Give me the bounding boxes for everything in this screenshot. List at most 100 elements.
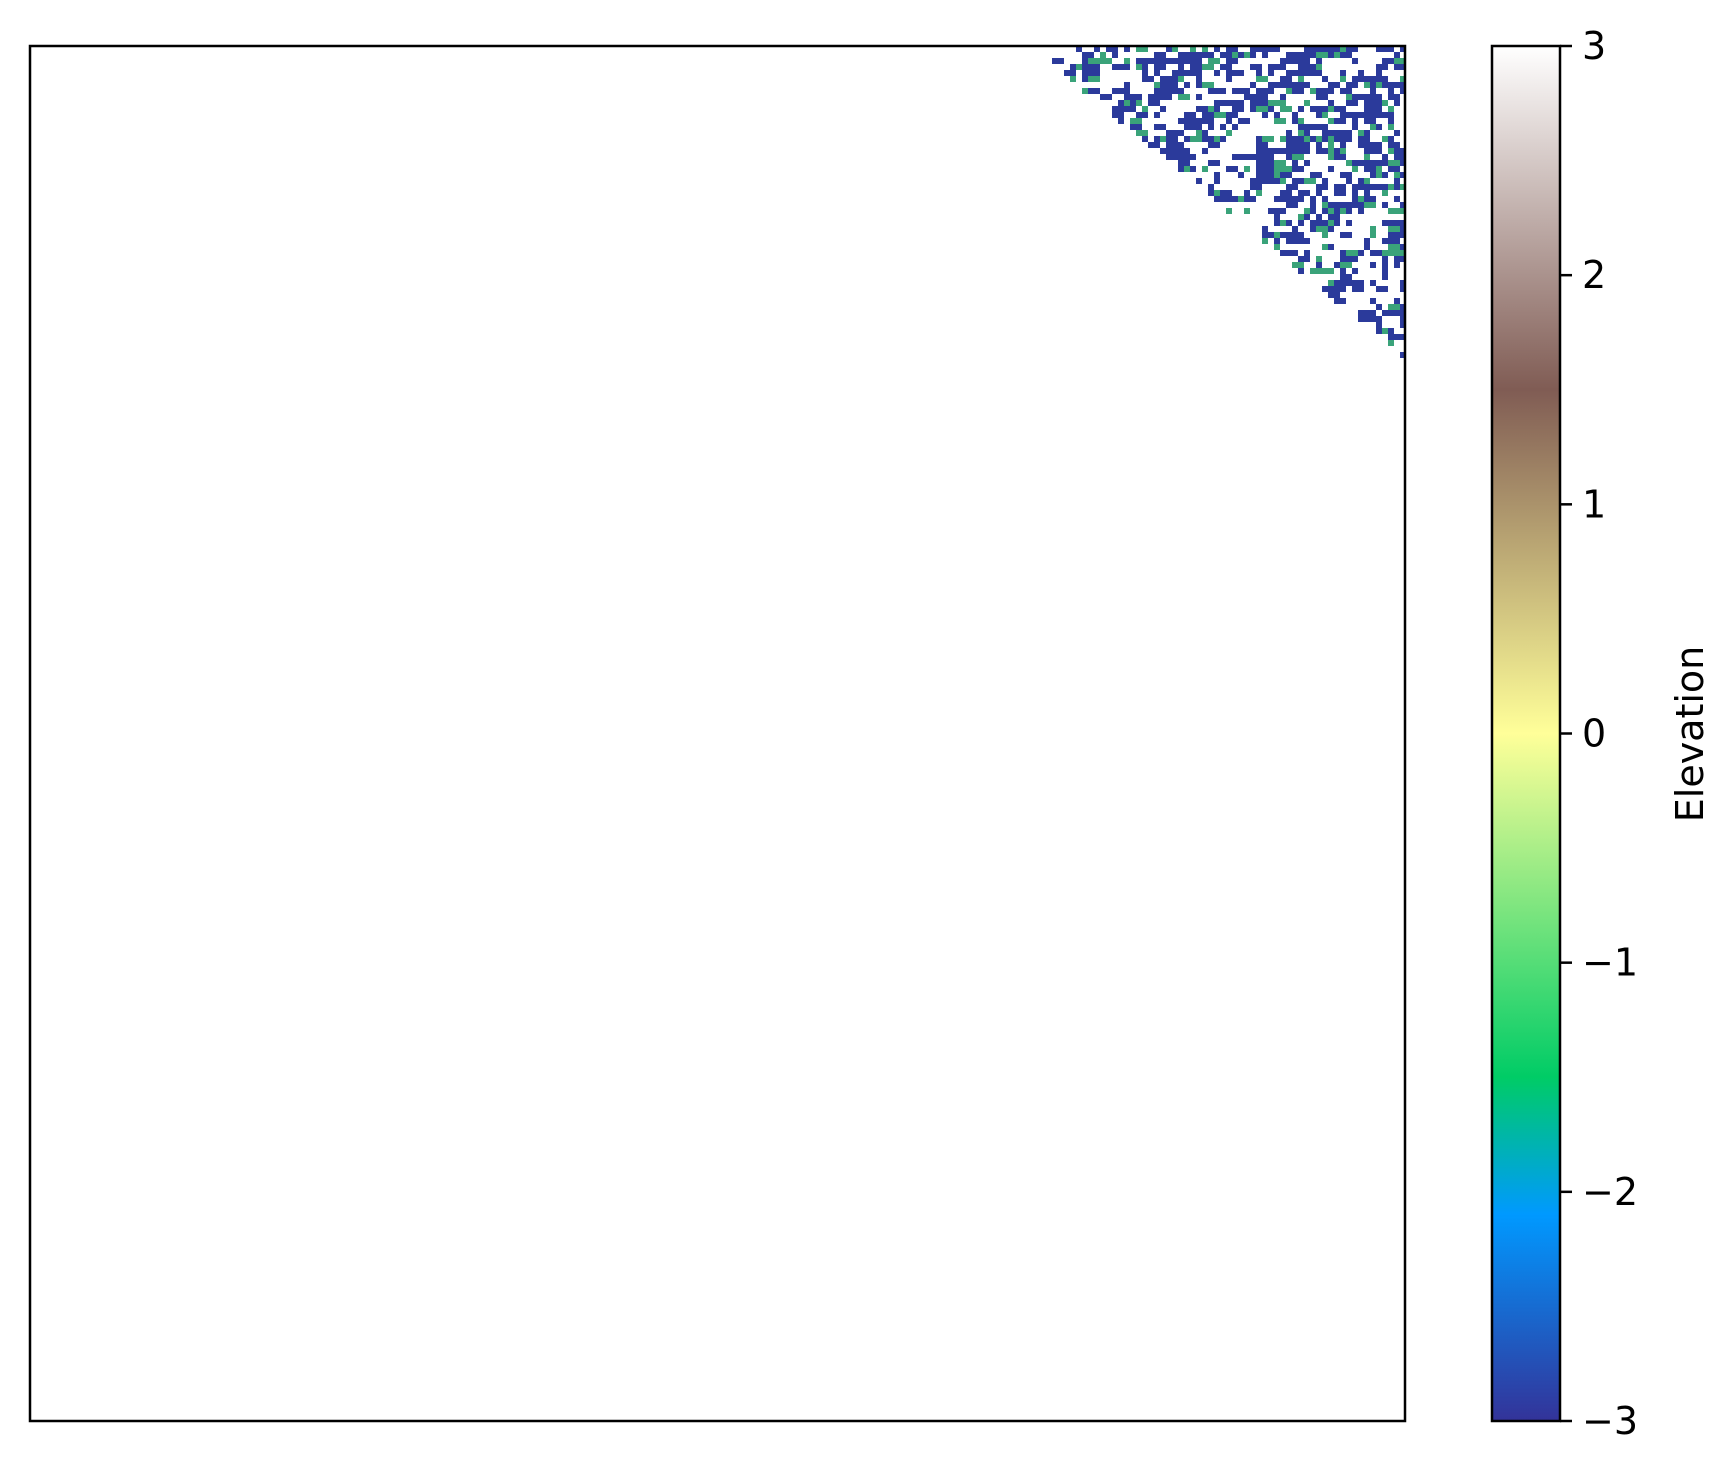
channel-cell [1400,160,1405,166]
channel-cell [1394,94,1400,100]
channel-cell [1382,46,1388,52]
channel-cell [1358,70,1364,76]
channel-cell [1196,94,1202,100]
channel-cell [1280,232,1292,238]
channel-cell [1100,52,1106,58]
channel-cell [1154,124,1160,130]
channel-cell [1136,130,1148,136]
channel-cell [1388,166,1394,172]
channel-cell [1376,70,1382,76]
channel-cell [1316,262,1322,268]
colorbar-label: Elevation [1668,646,1712,823]
channel-cell [1388,184,1394,190]
channel-cell [1400,202,1405,208]
channel-cell [1190,124,1196,130]
channel-cell [1340,52,1346,58]
channel-cell [1286,220,1292,226]
channel-cell [1136,112,1148,118]
channel-cell [1280,166,1286,172]
channel-cell [1322,112,1328,118]
channel-cell [1394,250,1405,256]
channel-cell [1250,82,1256,88]
channel-cell [1298,238,1310,244]
channel-cell [1394,166,1400,172]
channel-cell [1178,70,1184,76]
channel-cell [1334,184,1346,190]
channel-cell [1196,52,1202,58]
channel-cell [1316,226,1328,232]
channel-cell [1394,232,1405,238]
channel-cell [1328,130,1340,136]
channel-cell [1316,124,1322,130]
channel-cell [1088,76,1100,82]
channel-cell [1340,148,1346,154]
channel-cell [1292,166,1304,172]
channel-cell [1358,76,1370,82]
channel-cell [1346,256,1352,262]
channel-cell [1250,154,1256,160]
channel-cell [1370,310,1376,316]
channel-cell [1238,196,1244,202]
channel-cell [1346,52,1352,58]
channel-cell [1178,118,1190,124]
channel-cell [1226,130,1232,136]
channel-cell [1226,166,1238,172]
channel-cell [1232,100,1238,106]
channel-cell [1400,154,1405,160]
channel-cell [1154,64,1166,70]
channel-cell [1208,58,1220,64]
channel-cell [1370,232,1376,238]
channel-cell [1322,124,1328,130]
channel-cell [1382,310,1394,316]
channel-cell [1172,130,1178,136]
channel-cell [1184,124,1190,130]
channel-cell [1196,58,1202,64]
channel-cell [1328,46,1334,52]
channel-cell [1280,196,1286,202]
channel-cell [1202,112,1208,118]
channel-cell [1262,160,1268,166]
channel-cell [1298,58,1310,64]
channel-cell [1394,298,1400,304]
channel-cell [1364,202,1370,208]
channel-cell [1358,316,1370,322]
channel-cell [1358,202,1364,208]
channel-cell [1400,184,1405,190]
channel-cell [1388,94,1394,100]
channel-cell [1298,268,1304,274]
channel-cell [1376,64,1382,70]
channel-cell [1394,196,1400,202]
channel-cell [1214,88,1226,94]
channel-cell [1394,310,1405,316]
channel-cell [1220,196,1226,202]
channel-cell [1112,52,1118,58]
channel-cell [1388,58,1394,64]
channel-cell [1226,196,1238,202]
channel-cell [1178,154,1190,160]
channel-cell [1256,88,1262,94]
channel-cell [1142,136,1148,142]
channel-cell [1130,124,1142,130]
channel-cell [1382,64,1388,70]
channel-cell [1376,124,1382,130]
channel-cell [1160,124,1166,130]
colorbar-tick-label: −2 [1582,1170,1638,1214]
channel-cell [1142,70,1148,76]
channel-cell [1202,148,1208,154]
channel-cell [1376,328,1382,334]
channel-cell [1376,112,1382,118]
channel-cell [1382,172,1388,178]
channel-cell [1370,316,1376,322]
channel-cell [1334,46,1340,52]
channel-cell [1226,58,1238,64]
channel-cell [1292,136,1298,142]
channel-cell [1388,118,1394,124]
channel-cell [1364,82,1370,88]
channel-cell [1316,256,1322,262]
channel-cell [1172,142,1184,148]
channel-cell [1100,58,1112,64]
channel-cell [1334,148,1340,154]
channel-cell [1370,202,1376,208]
channel-cell [1346,46,1358,52]
channel-cell [1166,154,1172,160]
